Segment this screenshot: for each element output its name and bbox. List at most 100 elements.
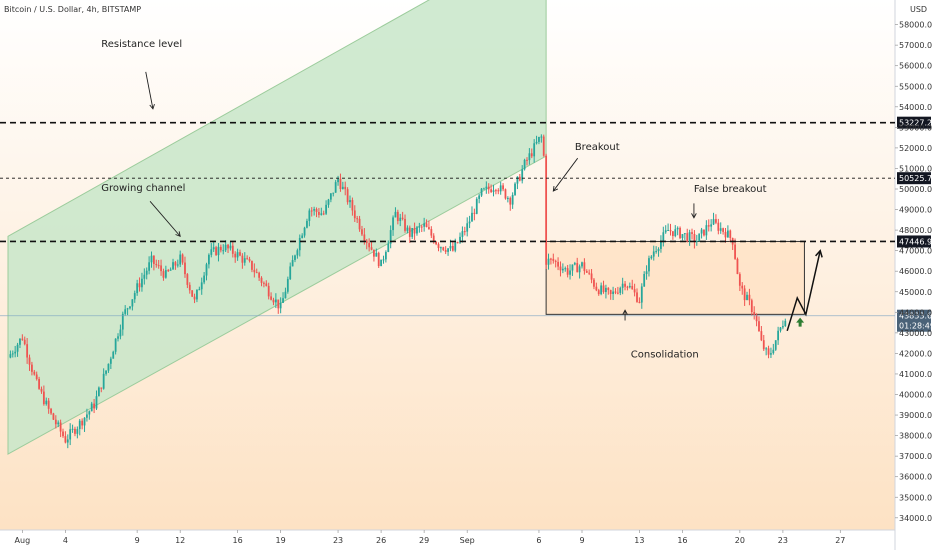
candle-body <box>650 256 653 259</box>
candle-body <box>327 199 330 205</box>
candle-body <box>616 292 619 294</box>
candle-body <box>318 211 320 215</box>
candle-body <box>253 269 256 273</box>
candle-body <box>399 217 402 222</box>
candle-body <box>700 229 703 234</box>
candle-body <box>765 348 768 350</box>
candle-body <box>356 218 359 220</box>
candle-body <box>487 186 490 190</box>
candle-body <box>212 247 215 250</box>
candle-body <box>734 244 736 259</box>
candle-body <box>361 229 363 235</box>
candle-body <box>753 312 756 315</box>
candle-body <box>561 268 564 271</box>
candle-body <box>231 245 234 254</box>
candle-body <box>705 225 708 236</box>
candle-body <box>329 193 332 200</box>
y-tick-label: 57000.00 <box>899 41 932 50</box>
candle-body <box>21 338 24 340</box>
candle-body <box>612 291 614 295</box>
candle-body <box>703 229 705 236</box>
candle-body <box>669 229 672 232</box>
candle-body <box>413 228 416 234</box>
candle-body <box>416 227 418 234</box>
candle-body <box>502 185 504 190</box>
candle-body <box>408 227 411 237</box>
candle-body <box>222 250 225 252</box>
candle-body <box>667 229 669 231</box>
x-tick-label: 16 <box>233 536 243 545</box>
candle-body <box>71 428 74 430</box>
candle-body <box>294 255 296 261</box>
candle-body <box>157 265 160 267</box>
candle-body <box>480 188 483 196</box>
candle-body <box>224 244 227 251</box>
candle-body <box>552 258 555 261</box>
candle-body <box>468 221 471 224</box>
candle-body <box>217 246 220 256</box>
candle-body <box>748 294 751 301</box>
y-tick-label: 40000.00 <box>899 391 932 400</box>
candle-body <box>373 249 375 257</box>
candle-body <box>133 293 136 300</box>
candle-body <box>210 249 213 255</box>
candle-body <box>131 299 134 307</box>
candle-body <box>353 210 356 219</box>
candle-body <box>609 290 612 295</box>
candle-body <box>160 265 162 272</box>
candle-body <box>449 245 452 249</box>
candle-body <box>554 260 557 262</box>
candle-body <box>585 271 588 273</box>
candle-body <box>310 210 313 212</box>
x-tick-label: 9 <box>579 536 584 545</box>
candle-body <box>380 259 382 267</box>
candle-body <box>726 230 729 238</box>
candle-body <box>499 185 502 192</box>
candle-body <box>289 266 292 280</box>
candle-body <box>624 283 626 287</box>
candle-body <box>52 413 55 420</box>
candle-body <box>332 192 335 194</box>
x-tick-label: 27 <box>835 536 845 545</box>
x-tick-label: 16 <box>677 536 687 545</box>
x-tick-label: Sep <box>460 536 475 545</box>
candle-body <box>384 251 387 260</box>
candle-body <box>523 159 526 170</box>
candle-body <box>243 258 246 263</box>
candle-body <box>559 266 562 271</box>
annotation-label: Growing channel <box>101 183 185 194</box>
annotation-arrow <box>145 71 154 109</box>
candle-body <box>660 240 662 249</box>
candle-body <box>710 224 713 227</box>
y-tick-label: 36000.00 <box>899 473 932 482</box>
consolidation-box <box>545 240 805 315</box>
candle-body <box>475 198 478 214</box>
candle-body <box>119 329 122 337</box>
y-tick-label: 47000.00 <box>899 247 932 256</box>
candle-body <box>35 374 38 380</box>
level-badge-label: 53227.22 <box>899 119 932 128</box>
annotation-arrow <box>552 157 579 192</box>
candle-body <box>76 429 79 434</box>
candle-body <box>693 233 696 242</box>
candle-body <box>628 285 631 288</box>
candle-body <box>652 251 655 257</box>
candle-body <box>729 230 732 239</box>
y-tick-label: 44000.00 <box>899 308 932 317</box>
candle-body <box>279 302 282 309</box>
candle-body <box>394 211 397 218</box>
candle-body <box>196 289 198 300</box>
candle-body <box>23 339 26 345</box>
candle-body <box>14 351 17 354</box>
candle-body <box>583 262 586 272</box>
candle-body <box>439 247 442 249</box>
candle-body <box>626 286 629 288</box>
candle-body <box>191 290 194 297</box>
candle-body <box>396 211 399 222</box>
candle-body <box>418 226 421 228</box>
candle-body <box>205 264 208 276</box>
candle-body <box>774 340 777 350</box>
x-tick-label: 9 <box>135 536 140 545</box>
candle-body <box>100 387 103 389</box>
candle-body <box>648 258 650 272</box>
